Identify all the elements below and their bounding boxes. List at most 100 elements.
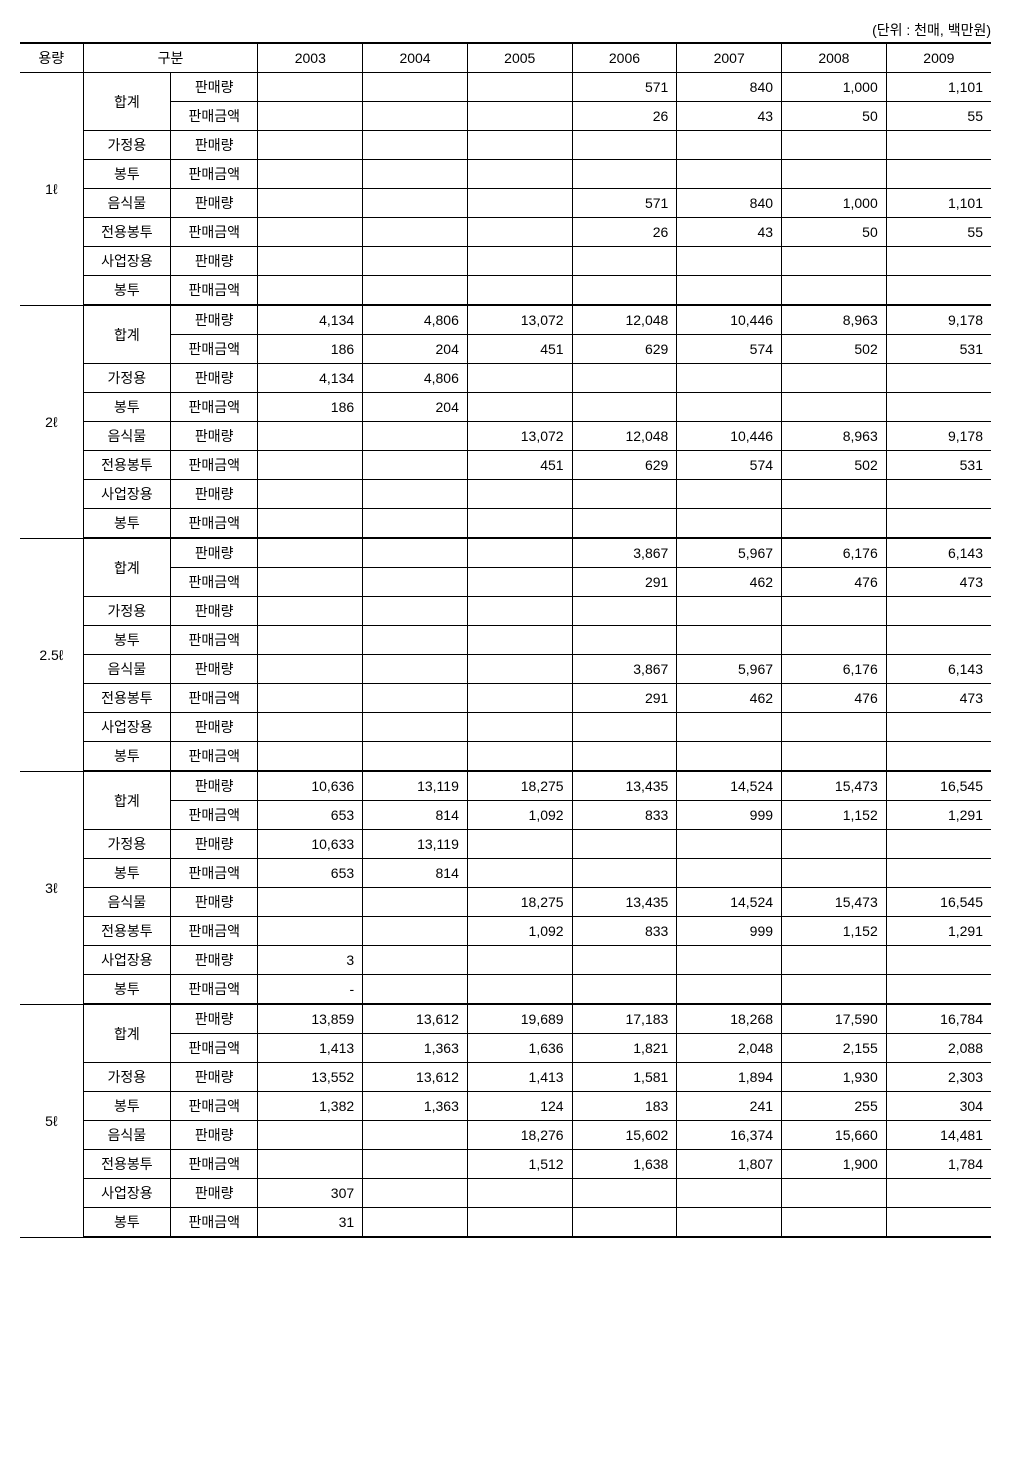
table-row: 사업장용판매량307 — [20, 1179, 991, 1208]
value-cell — [572, 1208, 677, 1238]
table-row: 봉투판매금액 — [20, 626, 991, 655]
value-cell — [677, 713, 782, 742]
value-cell — [782, 509, 887, 539]
metric-cell: 판매금액 — [171, 509, 258, 539]
value-cell: 833 — [572, 801, 677, 830]
value-cell: 531 — [886, 335, 991, 364]
value-cell: 1,900 — [782, 1150, 887, 1179]
value-cell — [258, 189, 363, 218]
value-cell — [363, 451, 468, 480]
value-cell — [572, 742, 677, 772]
value-cell — [572, 160, 677, 189]
metric-cell: 판매량 — [171, 538, 258, 568]
value-cell: 5,967 — [677, 655, 782, 684]
value-cell — [363, 509, 468, 539]
table-row: 3ℓ합계판매량10,63613,11918,27513,43514,52415,… — [20, 771, 991, 801]
value-cell: 4,806 — [363, 364, 468, 393]
value-cell: 9,178 — [886, 305, 991, 335]
value-cell: 1,092 — [467, 801, 572, 830]
value-cell: 4,134 — [258, 305, 363, 335]
value-cell — [886, 131, 991, 160]
value-cell — [258, 568, 363, 597]
metric-cell: 판매금액 — [171, 1208, 258, 1238]
table-row: 사업장용판매량3 — [20, 946, 991, 975]
value-cell — [572, 393, 677, 422]
value-cell — [782, 742, 887, 772]
value-cell: 291 — [572, 568, 677, 597]
category-cell: 봉투 — [83, 276, 170, 306]
category-cell: 봉투 — [83, 742, 170, 772]
value-cell: 6,176 — [782, 655, 887, 684]
value-cell: 9,178 — [886, 422, 991, 451]
value-cell: 1,636 — [467, 1034, 572, 1063]
value-cell: 16,545 — [886, 771, 991, 801]
value-cell: 1,363 — [363, 1034, 468, 1063]
table-row: 봉투판매금액 — [20, 276, 991, 306]
value-cell: 1,821 — [572, 1034, 677, 1063]
value-cell: 476 — [782, 568, 887, 597]
category-cell: 음식물 — [83, 422, 170, 451]
value-cell: 1,101 — [886, 189, 991, 218]
value-cell — [572, 859, 677, 888]
category-cell: 사업장용 — [83, 480, 170, 509]
value-cell: 462 — [677, 568, 782, 597]
value-cell — [258, 131, 363, 160]
value-cell — [363, 597, 468, 626]
value-cell — [363, 888, 468, 917]
value-cell — [886, 626, 991, 655]
value-cell — [258, 218, 363, 247]
capacity-cell: 2ℓ — [20, 305, 83, 538]
value-cell: 15,473 — [782, 771, 887, 801]
value-cell — [467, 684, 572, 713]
value-cell: 999 — [677, 801, 782, 830]
metric-cell: 판매량 — [171, 364, 258, 393]
value-cell: 502 — [782, 451, 887, 480]
table-row: 전용봉투판매금액1,0928339991,1521,291 — [20, 917, 991, 946]
value-cell: 18,275 — [467, 888, 572, 917]
header-year: 2009 — [886, 43, 991, 73]
value-cell: 1,152 — [782, 801, 887, 830]
value-cell: 1,152 — [782, 917, 887, 946]
value-cell: 13,435 — [572, 771, 677, 801]
unit-label: (단위 : 천매, 백만원) — [20, 20, 991, 40]
value-cell: 571 — [572, 189, 677, 218]
metric-cell: 판매금액 — [171, 218, 258, 247]
value-cell — [467, 1208, 572, 1238]
category-cell: 봉투 — [83, 1208, 170, 1238]
value-cell: 18,268 — [677, 1004, 782, 1034]
value-cell — [467, 538, 572, 568]
category-cell: 음식물 — [83, 189, 170, 218]
metric-cell: 판매량 — [171, 1179, 258, 1208]
value-cell — [258, 73, 363, 102]
capacity-cell: 2.5ℓ — [20, 538, 83, 771]
category-cell: 전용봉투 — [83, 1150, 170, 1179]
value-cell — [886, 742, 991, 772]
value-cell: 13,859 — [258, 1004, 363, 1034]
table-row: 사업장용판매량 — [20, 247, 991, 276]
value-cell — [782, 713, 887, 742]
value-cell: 2,155 — [782, 1034, 887, 1063]
value-cell — [467, 189, 572, 218]
value-cell: 13,119 — [363, 830, 468, 859]
capacity-cell: 1ℓ — [20, 73, 83, 306]
header-year: 2005 — [467, 43, 572, 73]
value-cell — [782, 247, 887, 276]
value-cell — [363, 422, 468, 451]
value-cell — [363, 1179, 468, 1208]
value-cell — [363, 102, 468, 131]
value-cell: 12,048 — [572, 422, 677, 451]
value-cell: 1,638 — [572, 1150, 677, 1179]
value-cell — [467, 364, 572, 393]
value-cell: 840 — [677, 189, 782, 218]
value-cell: 15,602 — [572, 1121, 677, 1150]
value-cell: 1,413 — [467, 1063, 572, 1092]
value-cell: 13,072 — [467, 305, 572, 335]
value-cell: 15,660 — [782, 1121, 887, 1150]
value-cell: 4,134 — [258, 364, 363, 393]
value-cell: 5,967 — [677, 538, 782, 568]
value-cell: 10,633 — [258, 830, 363, 859]
value-cell: 8,963 — [782, 305, 887, 335]
value-cell: 8,963 — [782, 422, 887, 451]
table-row: 봉투판매금액- — [20, 975, 991, 1005]
value-cell: 10,636 — [258, 771, 363, 801]
